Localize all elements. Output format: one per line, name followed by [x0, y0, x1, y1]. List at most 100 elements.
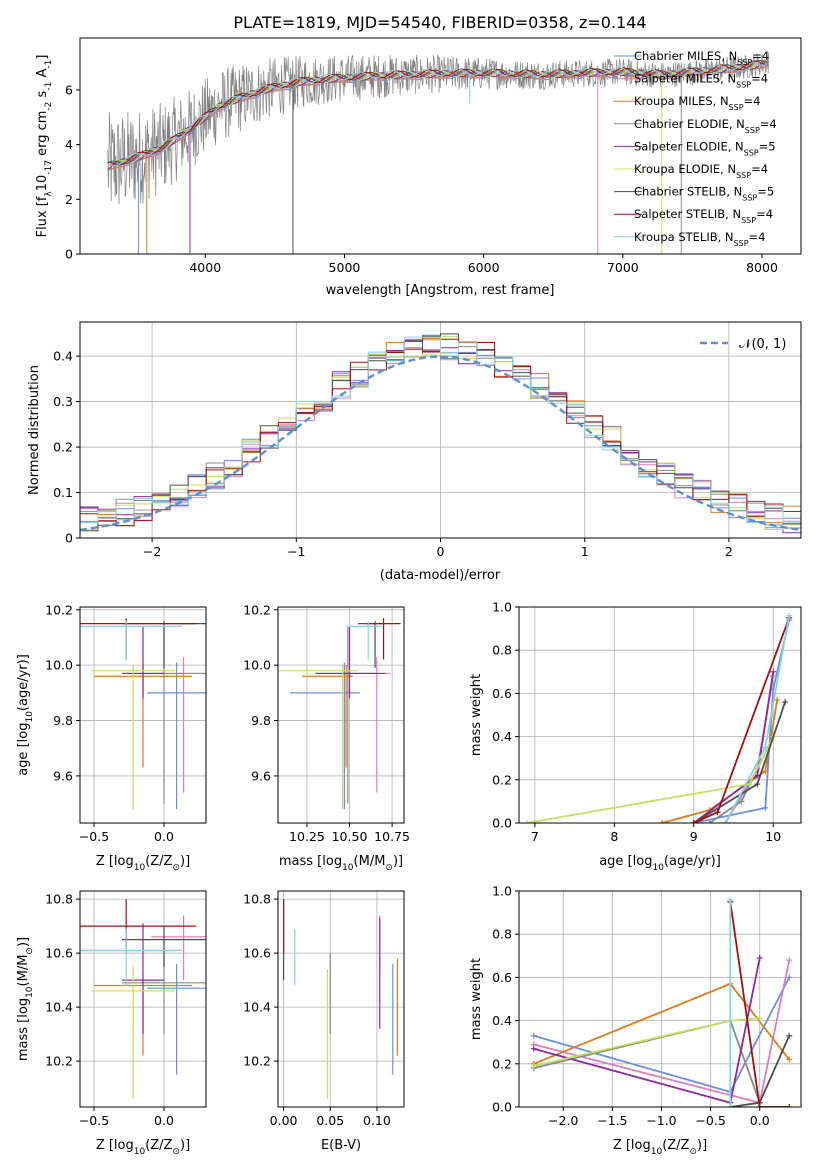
weight_vs_age-ylabel: mass weight — [469, 674, 484, 756]
x-tick-label: −0.5 — [695, 1113, 725, 1128]
x-tick-label: 1 — [581, 544, 589, 559]
y-tick-label: 0.8 — [492, 927, 512, 942]
y-tick-label: 1.0 — [492, 600, 512, 615]
spectrum-model-salpeter-stelib — [107, 60, 768, 166]
mass_vs_Z-axes: −0.5 0.0 10.2 10.4 10.6 10.8 Z [log10(Z/Z⊙)] ma… — [16, 890, 207, 1157]
mass_vs_Z-ylabel: mass [log10(M/M⊙)] — [16, 937, 35, 1061]
x-tick-label: 8 — [610, 829, 618, 844]
y-tick-label: 10.0 — [243, 658, 271, 673]
x-tick-label: −2.0 — [548, 1113, 578, 1128]
residual-hist-kroupa-stelib — [80, 336, 801, 524]
y-tick-label: 10.6 — [243, 946, 271, 961]
x-tick-label: −1.5 — [597, 1113, 627, 1128]
legend-label: Salpeter MILES, NSSP=4 — [634, 72, 768, 90]
y-tick-label: 10.2 — [243, 602, 271, 617]
y-tick-label: 9.8 — [53, 713, 73, 728]
mass_vs_Z-axes-plot — [80, 891, 206, 1107]
legend-label: Salpeter ELODIE, NSSP=5 — [634, 139, 776, 157]
x-tick-label: 0.0 — [750, 1113, 770, 1128]
weight-line — [533, 957, 761, 1104]
mass_vs_Z-xlabel: Z [log10(Z/Z⊙)] — [96, 1138, 190, 1157]
legend-label: Kroupa MILES, NSSP=4 — [634, 94, 760, 112]
x-tick-label: 10.25 — [289, 829, 325, 844]
x-tick-label: 0.00 — [270, 1113, 298, 1128]
x-tick-label: 0.0 — [154, 1113, 174, 1128]
spectrum-model-salpeter-miles — [107, 63, 768, 169]
x-tick-label: 0.05 — [316, 1113, 344, 1128]
spectrum-xlabel: wavelength [Angstrom, rest frame] — [326, 283, 555, 298]
x-tick-label: 7000 — [607, 260, 639, 275]
y-tick-label: 2 — [65, 192, 73, 207]
residual-axes-frame — [79, 321, 802, 539]
x-tick-label: −1 — [287, 544, 305, 559]
y-tick-label: 0.0 — [492, 1100, 512, 1115]
residual-ylabel: Normed distribution — [27, 365, 42, 495]
age_vs_Z-xlabel: Z [log10(Z/Z⊙)] — [96, 854, 190, 873]
x-tick-label: 7 — [531, 829, 539, 844]
spectrum-axes: 4000 5000 6000 7000 8000 0 2 4 6 Chabrier MILES, … — [35, 37, 802, 298]
spectrum-axes-frame — [79, 37, 802, 255]
age_vs_Z-ylabel: age [log10(age/yr)] — [16, 654, 35, 776]
x-tick-label: 4000 — [189, 260, 221, 275]
mass_vs_Z-axes-frame — [79, 890, 207, 1108]
x-tick-label: 0.10 — [363, 1113, 391, 1128]
legend-label: Kroupa ELODIE, NSSP=4 — [634, 162, 768, 180]
y-tick-label: 10.2 — [45, 602, 73, 617]
weight-line — [533, 1017, 760, 1067]
weight_vs_age-xlabel: age [log10(age/yr)] — [599, 854, 721, 873]
residual-axes: −2 −1 0 1 2 0 0.1 0.2 0.3 0.4 𝒩(0, 1) (data-model)/… — [27, 321, 802, 583]
y-tick-label: 10.2 — [45, 1054, 73, 1069]
y-tick-label: 10.8 — [45, 892, 73, 907]
age_vs_Z-axes-frame — [79, 606, 207, 824]
y-tick-label: 0.2 — [492, 1056, 512, 1071]
spectrum-ylabel: Flux [fλ10-17 erg cm-2 s-1 A-1] — [35, 55, 54, 238]
residual-axes-plot — [80, 322, 801, 538]
y-tick-label: 9.6 — [53, 768, 73, 783]
x-tick-label: 6000 — [468, 260, 500, 275]
legend-label: Chabrier STELIB, NSSP=5 — [634, 185, 774, 203]
weight_vs_Z-axes: −2.0 −1.5 −1.0 −0.5 0.0 0.0 0.2 0.4 0.6 0.8 1.0 Z [… — [469, 884, 802, 1157]
y-tick-label: 10.2 — [243, 1054, 271, 1069]
y-tick-label: 1.0 — [492, 884, 512, 899]
age_vs_mass-axes: 10.25 10.50 10.75 9.6 9.8 10.0 10.2 mass [log10… — [243, 602, 410, 873]
y-tick-label: 0.4 — [492, 729, 512, 744]
spectrum-model-salpeter-elodie — [107, 59, 768, 170]
mass_vs_ebv-axes-frame — [277, 890, 405, 1108]
y-tick-label: 0.2 — [53, 440, 73, 455]
x-tick-label: 8000 — [746, 260, 778, 275]
mass_vs_ebv-axes: 0.00 0.05 0.10 10.2 10.4 10.6 10.8 E(B-V) — [243, 890, 405, 1153]
x-tick-label: 0 — [437, 544, 445, 559]
x-tick-label: 10.50 — [332, 829, 368, 844]
x-tick-label: 10 — [765, 829, 781, 844]
weight_vs_age-axes-plot — [519, 607, 801, 823]
y-tick-label: 0 — [65, 247, 73, 262]
y-tick-label: 10.0 — [45, 658, 73, 673]
x-tick-label: 2 — [725, 544, 733, 559]
y-tick-label: 6 — [65, 82, 73, 97]
y-tick-label: 0.6 — [492, 686, 512, 701]
mass_vs_ebv-axes-plot — [278, 891, 404, 1107]
weight_vs_Z-ylabel: mass weight — [469, 958, 484, 1040]
y-tick-label: 0.4 — [53, 349, 73, 364]
y-tick-label: 0.8 — [492, 643, 512, 658]
y-tick-label: 0.0 — [492, 816, 512, 831]
weight_vs_Z-xlabel: Z [log10(Z/Z⊙)] — [613, 1138, 707, 1157]
spectrum-data-line — [107, 52, 770, 205]
spectrum-axes-plot — [107, 52, 770, 254]
spectrum-legend: Chabrier MILES, NSSP=4 Salpeter MILES, NS… — [614, 49, 777, 247]
age_vs_Z-axes: −0.5 0.0 9.6 9.8 10.0 10.2 Z [log10(Z/Z⊙)] age … — [16, 602, 207, 873]
y-tick-label: 10.4 — [243, 1000, 271, 1015]
legend-label: Chabrier ELODIE, NSSP=4 — [634, 117, 777, 135]
weight-line — [729, 901, 790, 1107]
age_vs_mass-axes-frame — [277, 606, 405, 824]
spectrum-model-kroupa-stelib — [107, 61, 768, 167]
legend-label: Kroupa STELIB, NSSP=4 — [634, 230, 765, 248]
weight_vs_Z-axes-plot — [519, 891, 801, 1107]
age_vs_mass-xlabel: mass [log10(M/M⊙)] — [279, 854, 403, 873]
x-tick-label: −0.5 — [79, 1113, 109, 1128]
y-tick-label: 10.4 — [45, 1000, 73, 1015]
x-tick-label: 5000 — [329, 260, 361, 275]
legend-label: Chabrier MILES, NSSP=4 — [634, 49, 769, 67]
age_vs_Z-axes-plot — [80, 607, 206, 823]
